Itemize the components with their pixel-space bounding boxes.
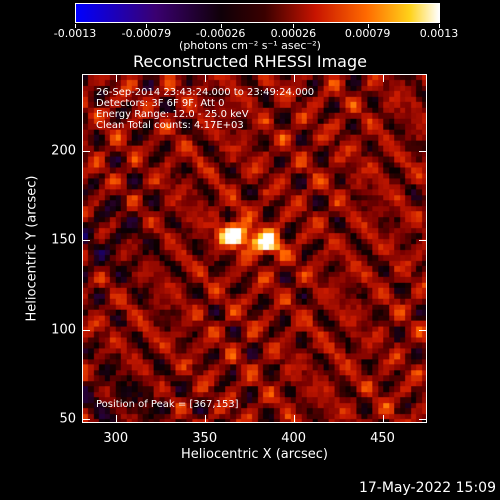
- colorbar-tick: [75, 24, 76, 28]
- x-tick: [293, 415, 295, 423]
- colorbar-tick-label: -0.00079: [121, 27, 172, 40]
- y-tick: [419, 419, 427, 421]
- colorbar-tick: [367, 24, 369, 28]
- y-tick: [82, 240, 90, 242]
- x-tick-label: 300: [103, 431, 129, 446]
- peak-position-label: Position of Peak = [367,153]: [96, 399, 239, 410]
- x-tick-label: 400: [281, 431, 307, 446]
- x-tick: [382, 74, 384, 82]
- heatmap-image: [83, 75, 426, 422]
- y-tick-label: 100: [51, 322, 76, 338]
- info-energy-range: Energy Range: 12.0 - 25.0 keV: [96, 109, 249, 120]
- colorbar-tick: [146, 24, 148, 28]
- colorbar-tick: [439, 24, 440, 28]
- colorbar-tick-label: 0.0013: [419, 27, 459, 40]
- colorbar-tick-label: 0.00026: [270, 27, 317, 40]
- x-tick: [382, 415, 384, 423]
- colorbar: [75, 3, 440, 23]
- y-tick: [82, 150, 90, 152]
- y-tick: [419, 240, 427, 242]
- y-tick-label: 50: [59, 411, 76, 427]
- x-tick: [115, 74, 117, 82]
- info-time-range: 26-Sep-2014 23:43:24.000 to 23:49:24.000: [96, 87, 315, 98]
- x-tick: [293, 74, 295, 82]
- plot-area: 26-Sep-2014 23:43:24.000 to 23:49:24.000…: [82, 74, 427, 423]
- x-tick: [204, 74, 206, 82]
- y-tick: [419, 329, 427, 331]
- y-tick-label: 150: [51, 232, 76, 248]
- colorbar-tick: [220, 24, 222, 28]
- y-axis-label: Heliocentric Y (arcsec): [24, 175, 40, 322]
- colorbar-tick-label: -0.0013: [53, 27, 97, 40]
- info-total-counts: Clean Total counts: 4.17E+03: [96, 120, 244, 131]
- x-tick: [204, 415, 206, 423]
- x-tick: [115, 415, 117, 423]
- colorbar-tick: [293, 24, 295, 28]
- colorbar-unit-label: (photons cm⁻² s⁻¹ asec⁻²): [179, 39, 321, 52]
- plot-title: Reconstructed RHESSI Image: [133, 52, 367, 71]
- x-tick-label: 450: [370, 431, 395, 446]
- colorbar-tick-label: 0.00079: [344, 27, 391, 40]
- y-tick: [82, 329, 90, 331]
- info-detectors: Detectors: 3F 6F 9F, Att 0: [96, 98, 225, 109]
- x-axis-label: Heliocentric X (arcsec): [181, 447, 328, 462]
- y-tick-label: 200: [51, 143, 76, 159]
- timestamp: 17-May-2022 15:09: [358, 480, 496, 496]
- x-tick-label: 350: [192, 431, 218, 446]
- y-tick: [82, 419, 90, 421]
- colorbar-tick-label: -0.00026: [195, 27, 246, 40]
- y-tick: [419, 150, 427, 152]
